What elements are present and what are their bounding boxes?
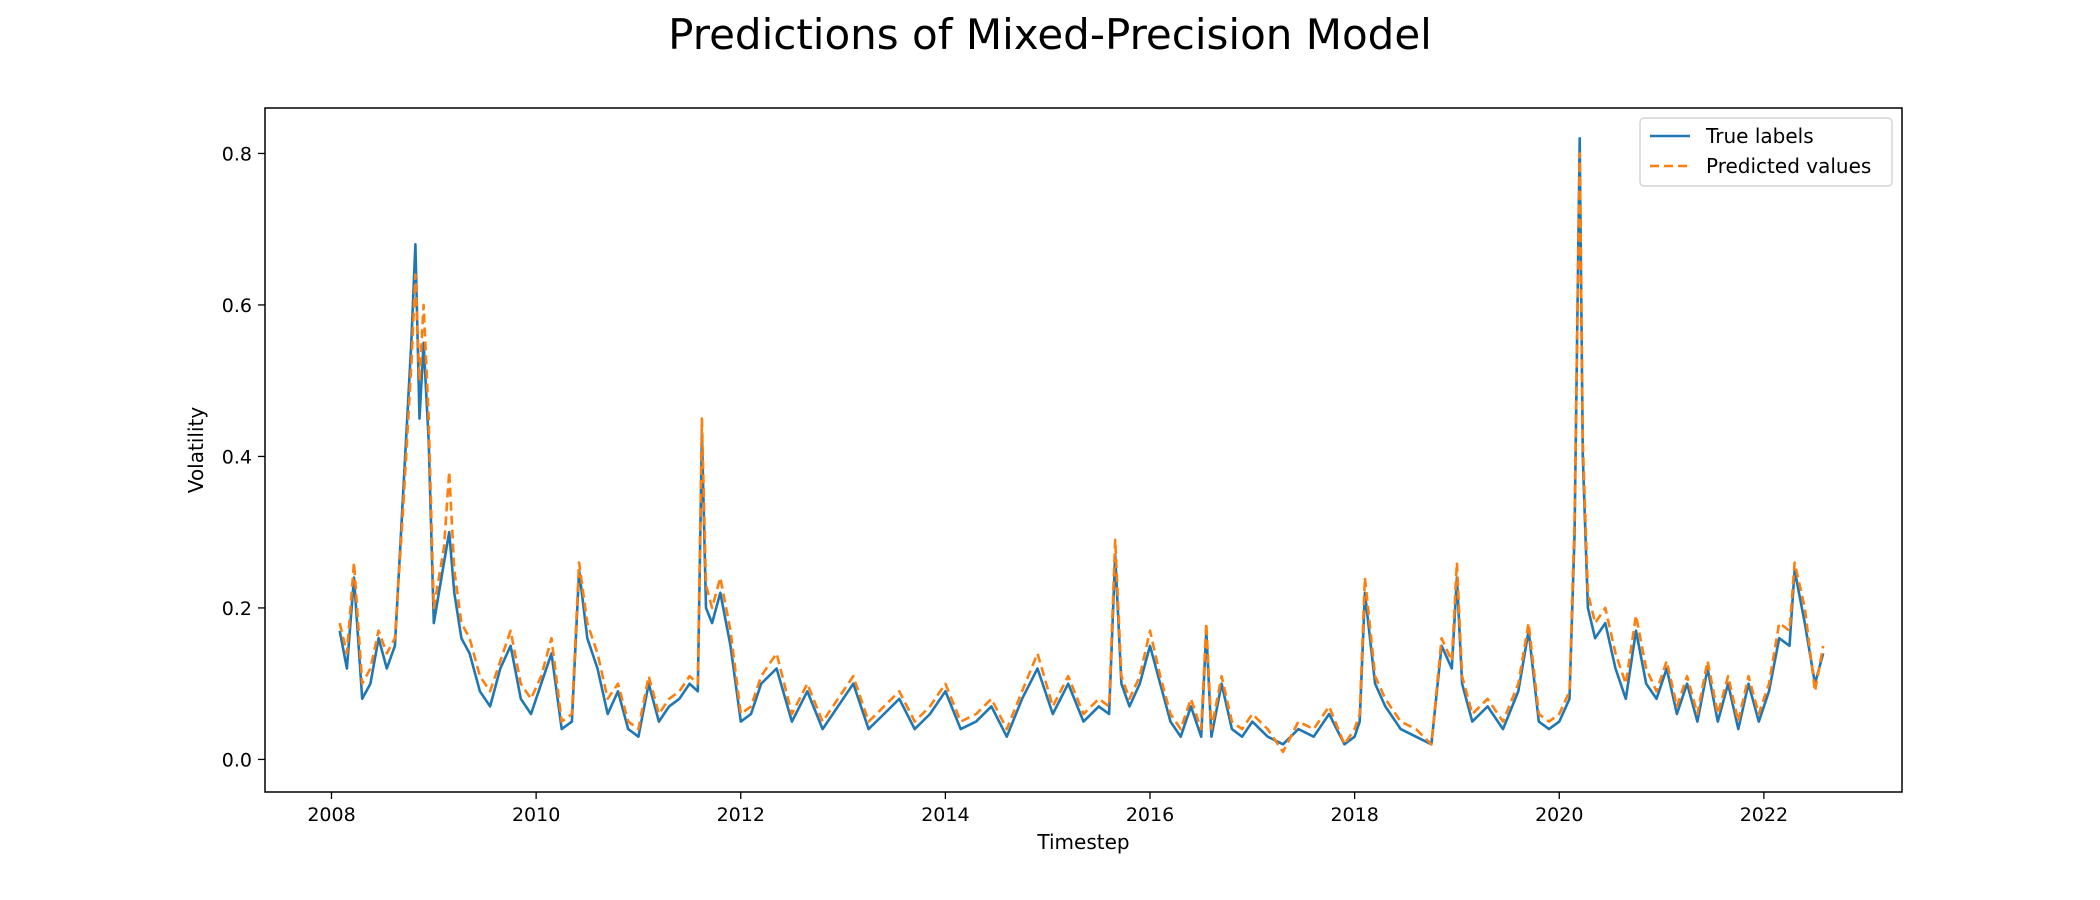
y-tick-label: 0.0	[222, 749, 252, 771]
chart-title: Predictions of Mixed-Precision Model	[668, 10, 1432, 59]
x-tick-label: 2020	[1535, 804, 1583, 826]
x-tick-label: 2016	[1126, 804, 1174, 826]
y-tick-label: 0.6	[222, 295, 252, 317]
x-tick-label: 2014	[921, 804, 969, 826]
x-tick-label: 2022	[1740, 804, 1788, 826]
series-predicted-values-line	[338, 152, 1825, 754]
y-tick-label: 0.2	[222, 598, 252, 620]
plot-frame	[264, 107, 1903, 793]
x-axis: 2008 2010 2012 2014 2016 2018 2020 2022	[307, 792, 1788, 826]
x-tick-label: 2010	[512, 804, 560, 826]
x-tick-label: 2012	[717, 804, 765, 826]
series-true-labels-line	[338, 137, 1825, 746]
legend: True labels Predicted values	[1639, 117, 1893, 187]
legend-box	[1639, 117, 1893, 187]
y-tick-label: 0.4	[222, 446, 252, 468]
x-axis-label: Timestep	[1036, 830, 1129, 854]
plot-border	[264, 107, 1903, 793]
y-axis: 0.0 0.2 0.4 0.6 0.8	[222, 143, 265, 771]
x-tick-label: 2018	[1330, 804, 1378, 826]
y-axis-label: Volatility	[184, 407, 208, 494]
legend-label-true-labels: True labels	[1705, 124, 1814, 148]
x-tick-label: 2008	[307, 804, 355, 826]
series-lines	[338, 137, 1825, 754]
legend-label-predicted-values: Predicted values	[1706, 154, 1871, 178]
y-tick-label: 0.8	[222, 143, 252, 165]
